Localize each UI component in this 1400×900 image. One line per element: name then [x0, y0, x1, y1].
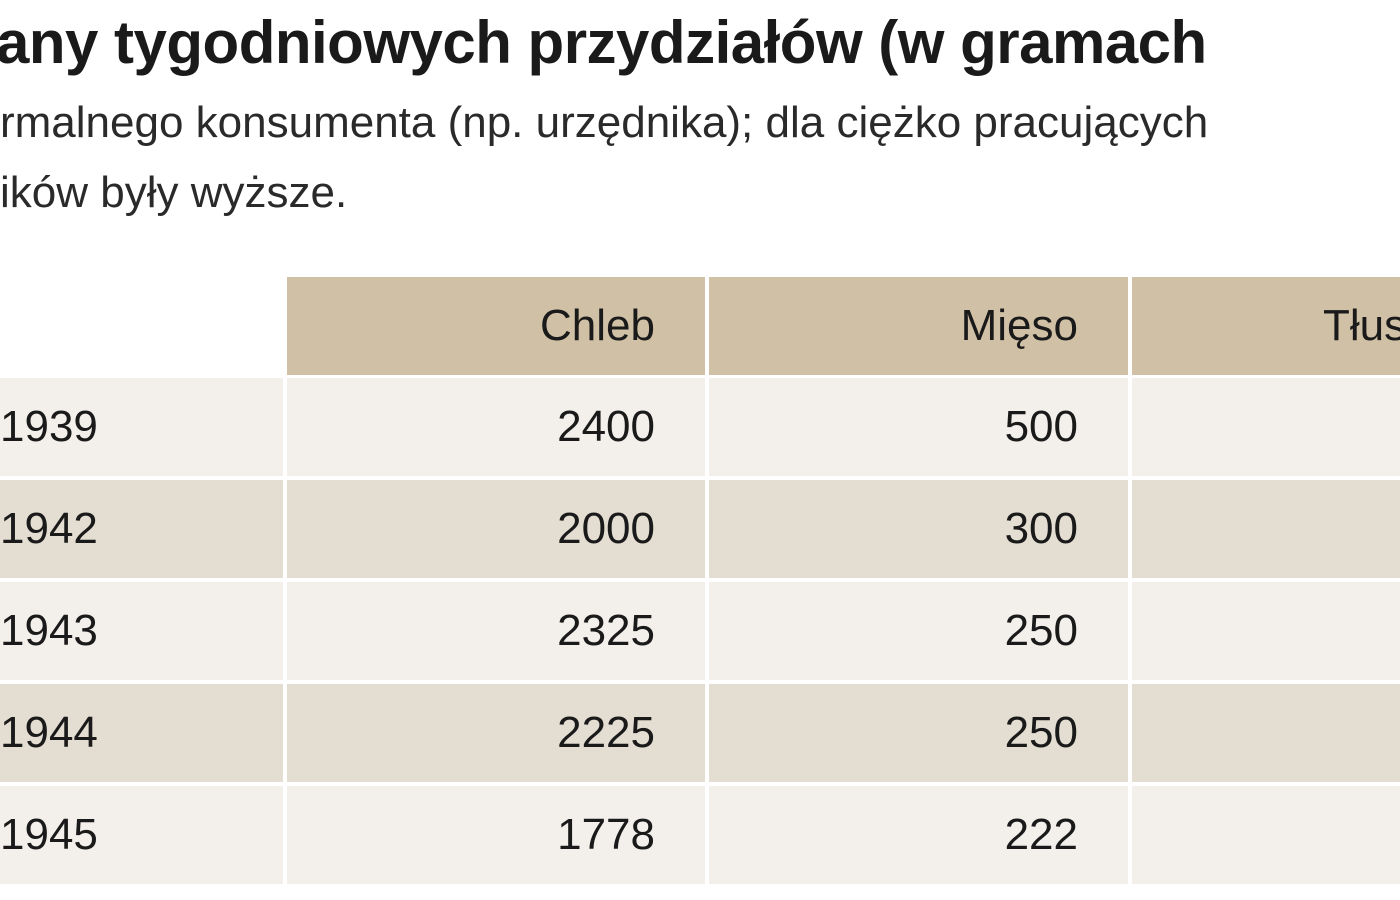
title: any tygodniowych przydziałów (w gramach [0, 9, 1207, 76]
subtitle-line: rmalnego konsumenta (np. urzędnika); dla… [0, 98, 1209, 147]
row-label: 1939 [0, 378, 283, 476]
table-cell [1132, 378, 1400, 476]
table-cell: 1778 [287, 786, 705, 884]
column-header: Tłus [1132, 277, 1400, 375]
row-label: 1944 [0, 684, 283, 782]
table-cell: 2400 [287, 378, 705, 476]
table-cell: 300 [709, 480, 1128, 578]
table-cell: 2000 [287, 480, 705, 578]
row-label: 1945 [0, 786, 283, 884]
table-cell: 250 [709, 684, 1128, 782]
table-cell: 222 [709, 786, 1128, 884]
table-cell [1132, 786, 1400, 884]
table-cell [1132, 480, 1400, 578]
column-header: Mięso [709, 277, 1128, 375]
column-header: Chleb [287, 277, 705, 375]
table-cell: 250 [709, 582, 1128, 680]
table-cell: 2225 [287, 684, 705, 782]
row-label: 1943 [0, 582, 283, 680]
row-label: 1942 [0, 480, 283, 578]
table-cell [1132, 684, 1400, 782]
table-cell: 500 [709, 378, 1128, 476]
subtitle-line: ików były wyższe. [0, 168, 348, 217]
table-cell [1132, 582, 1400, 680]
table-cell: 2325 [287, 582, 705, 680]
